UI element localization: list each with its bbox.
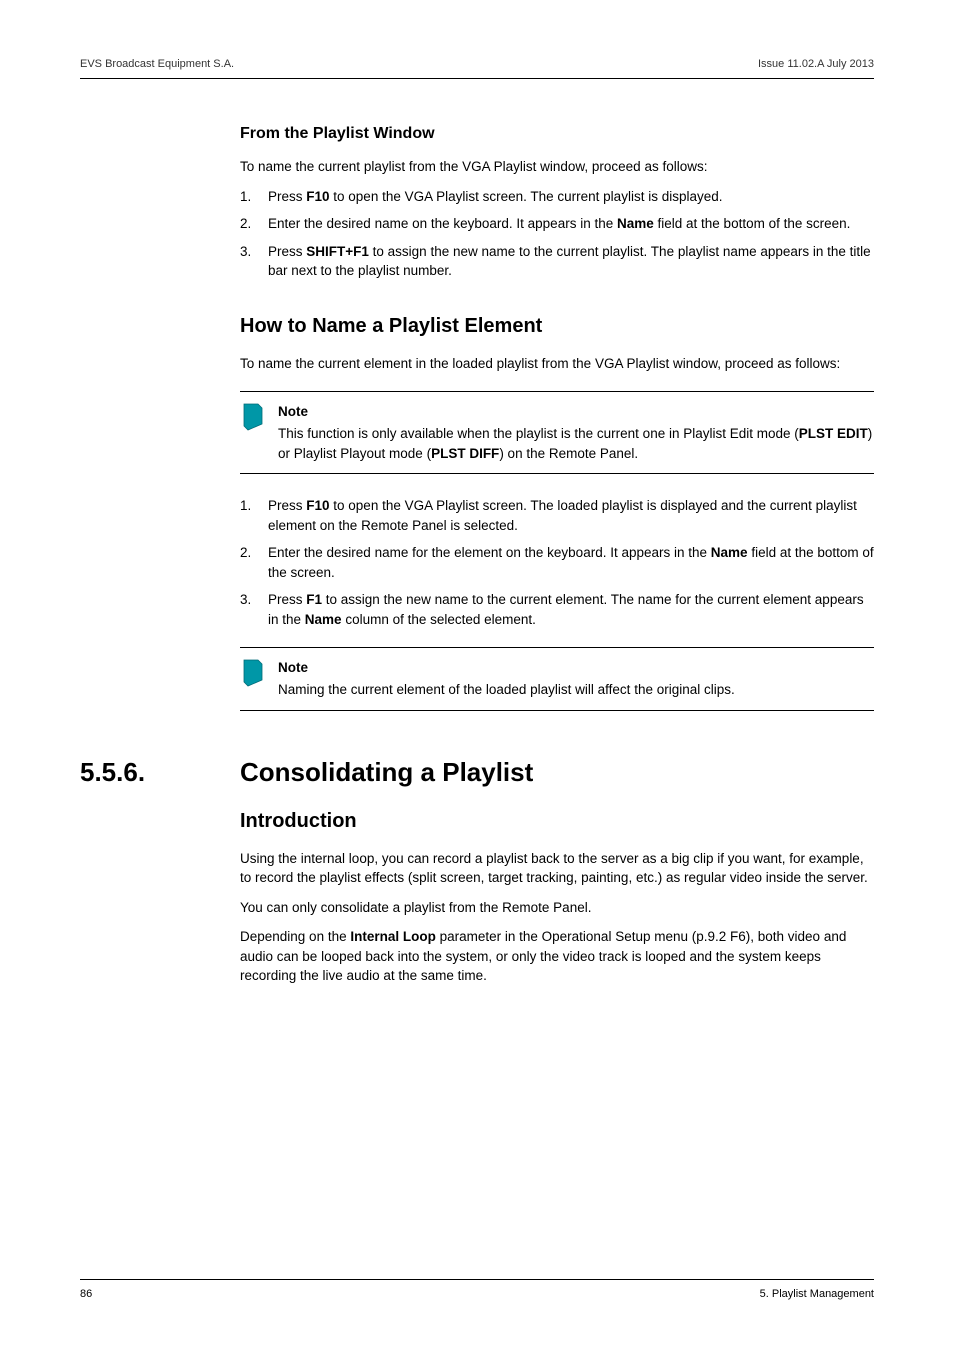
section-number: 5.5.6. xyxy=(80,757,240,788)
sec3-p2: You can only consolidate a playlist from… xyxy=(240,898,874,918)
section-heading-row: 5.5.6. Consolidating a Playlist xyxy=(80,757,874,788)
sec3-p3: Depending on the Internal Loop parameter… xyxy=(240,927,874,986)
sec1-step-3: 3.Press SHIFT+F1 to assign the new name … xyxy=(240,242,874,281)
sec3-p1: Using the internal loop, you can record … xyxy=(240,849,874,888)
page-header: EVS Broadcast Equipment S.A. Issue 11.02… xyxy=(80,58,874,79)
heading-introduction: Introduction xyxy=(240,810,874,833)
sec2-steps: 1.Press F10 to open the VGA Playlist scr… xyxy=(240,496,874,629)
header-left: EVS Broadcast Equipment S.A. xyxy=(80,58,234,70)
note-title: Note xyxy=(278,402,874,422)
tag-icon xyxy=(240,658,266,688)
sec2-note-2: Note Naming the current element of the l… xyxy=(240,647,874,710)
header-right: Issue 11.02.A July 2013 xyxy=(758,58,874,70)
sec1-steps: 1.Press F10 to open the VGA Playlist scr… xyxy=(240,187,874,281)
page-number: 86 xyxy=(80,1288,92,1300)
heading-from-playlist-window: From the Playlist Window xyxy=(240,125,874,143)
page-footer: 86 5. Playlist Management xyxy=(80,1279,874,1300)
sec2-step-1: 1.Press F10 to open the VGA Playlist scr… xyxy=(240,496,874,535)
sec1-step-1: 1.Press F10 to open the VGA Playlist scr… xyxy=(240,187,874,207)
footer-chapter: 5. Playlist Management xyxy=(760,1288,874,1300)
sec1-intro: To name the current playlist from the VG… xyxy=(240,157,874,177)
sec2-intro: To name the current element in the loade… xyxy=(240,354,874,374)
sec2-step-2: 2.Enter the desired name for the element… xyxy=(240,543,874,582)
sec1-step-2: 2.Enter the desired name on the keyboard… xyxy=(240,214,874,234)
sec2-step-3: 3.Press F1 to assign the new name to the… xyxy=(240,590,874,629)
tag-icon xyxy=(240,402,266,432)
note-body: Note Naming the current element of the l… xyxy=(278,658,874,699)
note-title: Note xyxy=(278,658,874,678)
section-title: Consolidating a Playlist xyxy=(240,757,533,788)
sec2-note-1: Note This function is only available whe… xyxy=(240,391,874,474)
heading-name-playlist-element: How to Name a Playlist Element xyxy=(240,315,874,338)
note-body: Note This function is only available whe… xyxy=(278,402,874,463)
